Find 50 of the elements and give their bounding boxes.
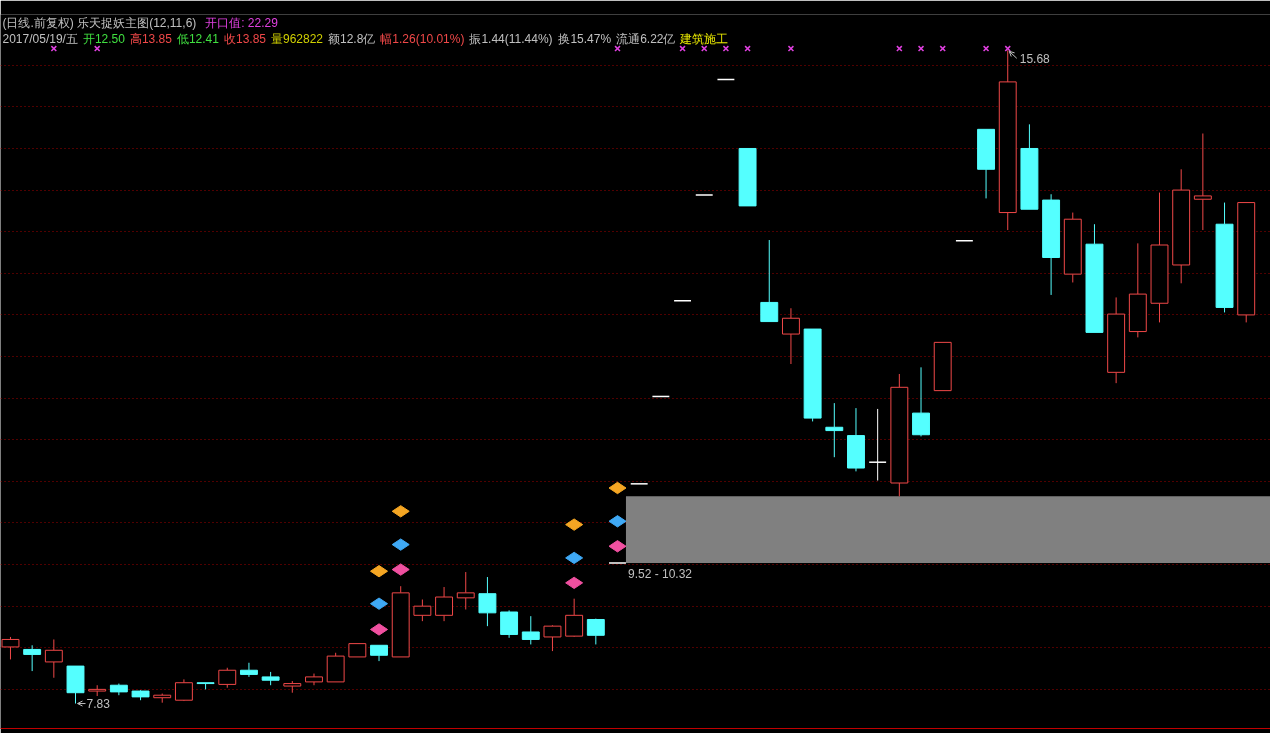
candlestick xyxy=(760,239,779,323)
annotation: 7.83 xyxy=(86,697,111,712)
point xyxy=(608,481,627,495)
candlestick xyxy=(239,662,258,678)
band-label: 9.52 - 10.32 xyxy=(627,566,693,581)
annotation: 建筑施工 xyxy=(679,31,729,46)
candlestick xyxy=(933,341,952,392)
point xyxy=(744,45,751,52)
candlestick xyxy=(868,408,887,482)
point xyxy=(565,551,584,565)
candlestick xyxy=(1107,296,1126,384)
candlestick xyxy=(1042,193,1061,296)
candlestick xyxy=(890,373,909,497)
annotation: 15.68 xyxy=(1019,51,1051,66)
candlestick xyxy=(1150,192,1169,323)
annotation: 收13.85 xyxy=(223,31,267,46)
point xyxy=(565,576,584,590)
candlestick xyxy=(370,644,388,662)
annotation: 低12.41 xyxy=(176,31,220,46)
annotation: 开12.50 xyxy=(82,31,126,46)
candlestick xyxy=(435,586,454,622)
candlestick xyxy=(44,638,63,679)
candlestick xyxy=(305,673,323,686)
candlestick xyxy=(1172,168,1191,284)
candlestick xyxy=(781,307,800,365)
candlestick xyxy=(1085,223,1104,333)
chart-subtitle: 开口值: 22.29 xyxy=(205,15,279,30)
annotation: 振1.44(11.44%) xyxy=(469,31,553,46)
candlestick xyxy=(1193,133,1212,231)
annotation: 2017/05/19/五 xyxy=(2,31,78,46)
candlestick xyxy=(1020,123,1039,210)
candlestick xyxy=(218,667,237,689)
candlestick xyxy=(23,644,42,672)
chart-title: (日线.前复权) 乐天捉妖主图(12,11,6) xyxy=(2,15,197,30)
candlestick xyxy=(478,576,497,627)
annotation: 换15.47% xyxy=(558,31,612,46)
annotation: 量962822 xyxy=(270,31,324,46)
candlestick xyxy=(348,643,367,658)
candlestick xyxy=(109,683,128,696)
annotation: 高13.85 xyxy=(129,31,173,46)
candlestick xyxy=(977,128,996,199)
candlestick xyxy=(912,366,930,437)
annotation: 幅1.26(10.01%) xyxy=(380,31,465,46)
candlestick xyxy=(847,407,865,472)
candlestick xyxy=(500,609,519,639)
candlestick xyxy=(825,402,844,458)
annotation: 额12.8亿 xyxy=(328,31,376,46)
candlestick xyxy=(738,147,757,207)
candlestick xyxy=(456,571,475,610)
annotation: 流通6.22亿 xyxy=(616,31,676,46)
